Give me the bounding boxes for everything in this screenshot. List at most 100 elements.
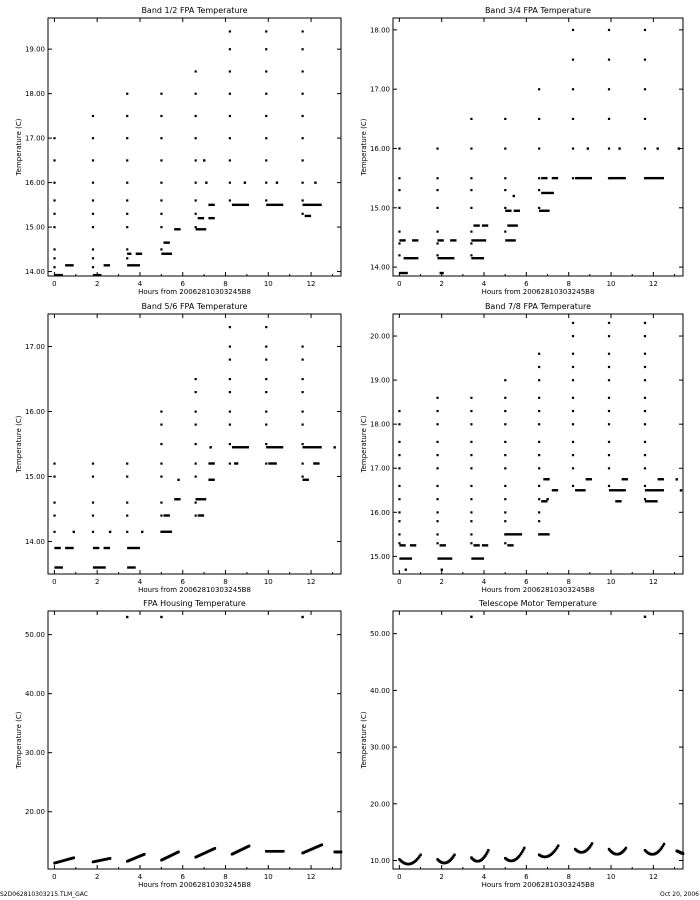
data-point [228, 462, 231, 465]
data-segment [551, 489, 559, 492]
data-point [301, 92, 304, 95]
x-tick-label: 8 [566, 873, 570, 881]
plot-frame [392, 610, 684, 870]
data-point [538, 352, 541, 355]
data-point [436, 520, 439, 523]
data-point [470, 440, 473, 443]
data-segment [161, 530, 173, 533]
data-segment [539, 533, 550, 536]
data-point [275, 181, 279, 184]
data-point [504, 454, 507, 457]
data-point [487, 848, 490, 852]
data-point [436, 542, 439, 545]
data-point [554, 847, 558, 851]
y-tick-label: 40.00 [370, 687, 390, 695]
data-segment [65, 264, 74, 267]
data-point [91, 530, 95, 533]
data-point [91, 199, 95, 202]
data-point [265, 391, 268, 394]
chart-panel-6: Telescope Motor Temperature 0 2 4 6 8 10 12 10.0… [360, 599, 685, 889]
data-point [228, 199, 231, 202]
data-segment [174, 228, 181, 231]
y-tick-label: 15.00 [370, 204, 390, 212]
data-point [436, 467, 439, 470]
data-point [301, 137, 304, 140]
data-segment [575, 489, 586, 492]
data-point [538, 520, 541, 523]
x-tick-label: 10 [264, 578, 273, 586]
data-point [607, 423, 611, 426]
plot-frame [47, 610, 342, 870]
data-segment [208, 203, 215, 207]
data-point [538, 88, 541, 91]
data-point [91, 226, 95, 229]
data-point [228, 326, 231, 329]
y-tick-label: 18.00 [370, 26, 390, 34]
data-segment [439, 271, 444, 275]
x-tick-label: 2 [439, 578, 443, 586]
data-point [301, 378, 304, 381]
data-point [453, 853, 456, 857]
y-axis-label: Temperature (C) [360, 118, 368, 176]
data-point [470, 423, 473, 426]
data-point [504, 542, 507, 545]
data-point [398, 409, 401, 413]
data-point [571, 117, 575, 121]
data-point [265, 159, 268, 162]
data-point [451, 856, 454, 859]
data-point [571, 365, 575, 369]
data-segment [234, 462, 239, 465]
data-point [523, 846, 526, 850]
data-point [436, 440, 439, 443]
x-tick-label: 6 [181, 280, 186, 288]
y-tick-label: 16.00 [25, 408, 45, 416]
data-point [661, 844, 665, 848]
data-segment [437, 557, 453, 560]
data-point [194, 181, 197, 184]
data-point [320, 843, 324, 847]
data-point [53, 226, 56, 229]
data-segment [541, 191, 554, 195]
data-point [160, 462, 163, 465]
x-tick-label: 4 [482, 578, 487, 586]
data-point [160, 181, 163, 184]
data-point [265, 358, 268, 361]
data-point [160, 475, 163, 478]
data-point [398, 254, 401, 257]
data-point [436, 242, 439, 245]
plot-frame [392, 17, 684, 277]
data-point [398, 467, 401, 470]
y-tick-label: 19.00 [25, 46, 45, 54]
data-point [643, 321, 647, 325]
data-point [194, 514, 197, 517]
data-point [398, 206, 401, 209]
data-segment [481, 544, 489, 547]
data-point [538, 147, 541, 150]
data-point [213, 847, 217, 850]
data-point [91, 114, 95, 118]
data-segment [608, 176, 626, 180]
data-point [301, 410, 304, 413]
data-point [470, 484, 473, 488]
data-point [538, 440, 541, 443]
data-point [483, 855, 486, 858]
data-segment [195, 228, 207, 231]
y-tick-label: 30.00 [25, 749, 45, 757]
data-point [571, 423, 575, 426]
data-segment [197, 514, 205, 517]
data-segment [403, 257, 419, 260]
data-point [194, 462, 197, 465]
data-point [301, 462, 304, 465]
data-point [126, 462, 129, 465]
x-tick-label: 8 [223, 578, 227, 586]
data-segment [505, 533, 523, 536]
data-point [228, 70, 231, 73]
chart-panel-1: Band 1/2 FPA Temperature 0 2 4 6 8 10 12 14.00 15… [15, 6, 342, 296]
x-tick-label: 8 [566, 578, 570, 586]
data-point [553, 849, 557, 852]
x-axis-label: Hours from 20062810303245B8 [138, 586, 251, 594]
data-point [194, 475, 197, 478]
data-point [404, 568, 408, 571]
data-point [538, 409, 541, 413]
chart-title: FPA Housing Temperature [143, 599, 246, 608]
